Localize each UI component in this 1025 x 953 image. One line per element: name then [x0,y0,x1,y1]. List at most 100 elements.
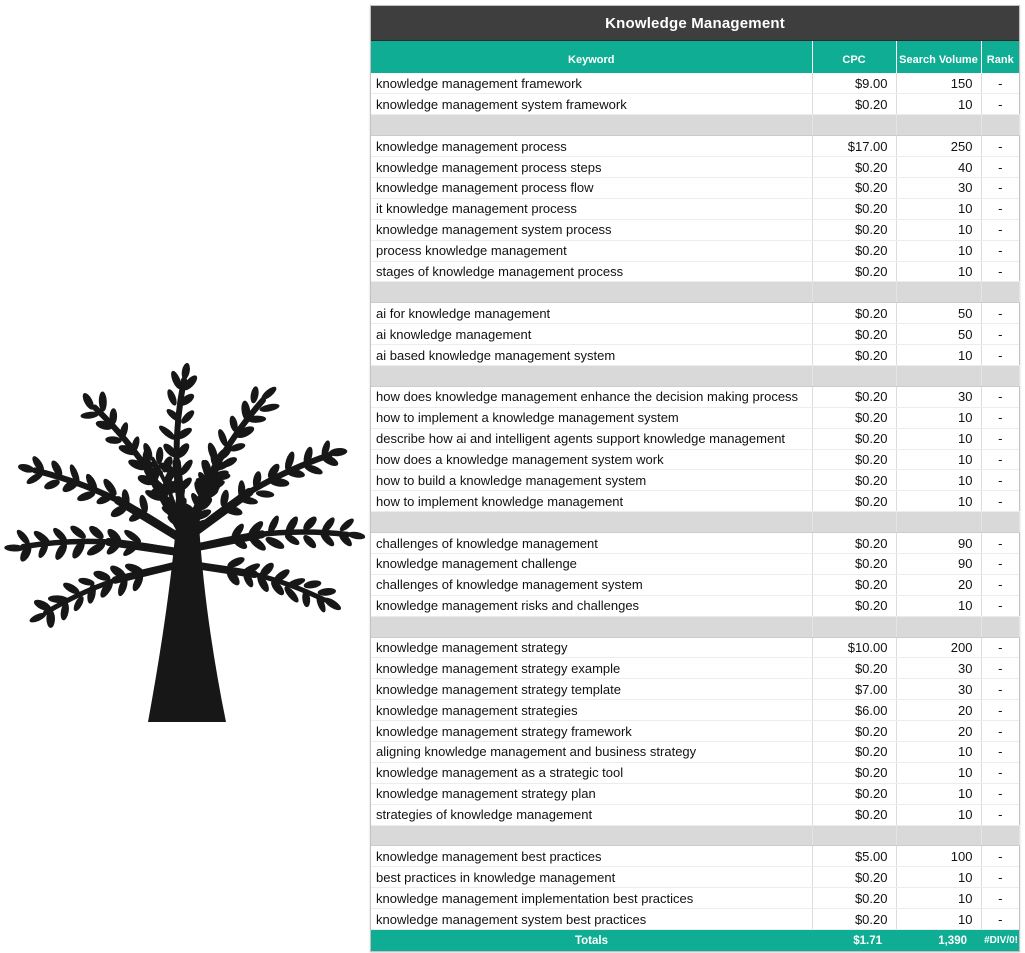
cpc-cell: $0.20 [812,156,897,178]
search-volume-cell: 10 [896,741,982,763]
table-row: how does a knowledge management system w… [371,449,1019,471]
keyword-cell: knowledge management process flow [371,177,813,199]
rank-cell: - [981,219,1019,241]
search-volume-cell: 20 [896,574,982,596]
keyword-cell: knowledge management strategy framework [371,720,813,742]
keyword-cell: ai for knowledge management [371,302,813,325]
search-volume-cell: 10 [896,344,982,366]
table-row: knowledge management strategy template $7… [371,678,1019,701]
rank-cell: - [981,574,1019,596]
rank-cell: - [981,699,1019,722]
cpc-cell: $0.20 [812,783,897,805]
spacer-cell [371,114,813,137]
search-volume-cell: 250 [896,135,982,158]
rank-cell: - [981,302,1019,325]
cpc-cell: $7.00 [812,678,897,701]
spacer-cell [812,364,897,387]
table-row: how to implement knowledge management $0.… [371,490,1019,513]
keyword-cell: describe how ai and intelligent agents s… [371,428,813,450]
search-volume-cell: 30 [896,386,982,408]
totals-row: Totals $1.71 1,390 #DIV/0! [371,929,1019,952]
table-row: how to build a knowledge management syst… [371,469,1019,492]
spacer-cell [371,281,813,304]
table-title: Knowledge Management [605,14,785,32]
search-volume-cell: 50 [896,323,982,346]
cpc-cell: $0.20 [812,240,897,262]
cpc-cell: $10.00 [812,637,897,659]
search-volume-cell: 30 [896,657,982,680]
spacer-cell [981,824,1020,847]
rank-cell: - [981,73,1019,95]
keyword-cell: knowledge management process [371,135,813,158]
spacer-cell [981,615,1020,638]
cpc-cell: $0.20 [812,177,897,199]
keyword-cell: knowledge management strategy plan [371,783,813,805]
spacer-cell [981,281,1020,304]
keyword-table: Keyword CPC Search Volume Rank knowledge… [371,41,1020,952]
rank-cell: - [981,428,1019,450]
column-header-cpc: CPC [812,41,897,73]
spacer-cell [981,364,1020,387]
cpc-cell: $0.20 [812,553,897,575]
totals-rank: #DIV/0! [984,935,1018,947]
keyword-cell: knowledge management framework [371,73,813,95]
search-volume-cell: 10 [896,887,982,910]
rank-cell: - [981,532,1019,554]
spacer-row [371,824,1020,847]
table-row: how to implement a knowledge management … [371,407,1019,429]
table-row: challenges of knowledge management syste… [371,574,1019,596]
keyword-cell: knowledge management strategies [371,699,813,722]
cpc-cell: $0.20 [812,741,897,763]
spacer-row [371,114,1020,137]
table-row: ai for knowledge management $0.20 50- [371,302,1019,325]
spacer-cell [981,511,1020,534]
keyword-cell: how to implement a knowledge management … [371,407,813,429]
search-volume-cell: 200 [896,637,982,659]
spacer-row [371,281,1020,304]
search-volume-cell: 50 [896,302,982,325]
spacer-cell [896,281,982,304]
cpc-cell: $0.20 [812,219,897,241]
spacer-cell [896,615,982,638]
spacer-cell [371,824,813,847]
totals-label: Totals [574,934,608,947]
table-row: how does knowledge management enhance th… [371,386,1019,408]
cpc-cell: $0.20 [812,386,897,408]
cpc-cell: $0.20 [812,804,897,826]
rank-cell: - [981,323,1019,346]
rank-cell: - [981,866,1019,889]
search-volume-cell: 90 [896,553,982,575]
table-row: knowledge management process flow $0.20 30… [371,177,1019,199]
keyword-cell: knowledge management system process [371,219,813,241]
keyword-cell: knowledge management implementation best… [371,887,813,910]
spacer-cell [896,364,982,387]
cpc-cell: $0.20 [812,908,897,931]
table-row: aligning knowledge management and busine… [371,741,1019,763]
spacer-cell [896,511,982,534]
search-volume-cell: 10 [896,407,982,429]
column-header-row: Keyword CPC Search Volume Rank [371,41,1019,73]
search-volume-cell: 10 [896,261,982,283]
rank-cell: - [981,240,1019,262]
spacer-cell [812,615,897,638]
keyword-cell: knowledge management challenge [371,553,813,575]
rank-cell: - [981,469,1019,492]
totals-cpc: $1.71 [853,934,882,947]
cpc-cell: $6.00 [812,699,897,722]
rank-cell: - [981,177,1019,199]
keyword-cell: knowledge management system best practic… [371,908,813,931]
table-row: knowledge management framework $9.00 150- [371,73,1019,95]
table-row: strategies of knowledge management $0.20 1… [371,804,1019,826]
rank-cell: - [981,804,1019,826]
rank-cell: - [981,261,1019,283]
cpc-cell: $17.00 [812,135,897,158]
keyword-cell: how does a knowledge management system w… [371,449,813,471]
search-volume-cell: 20 [896,720,982,742]
keyword-cell: knowledge management as a strategic tool [371,762,813,784]
search-volume-cell: 10 [896,240,982,262]
search-volume-cell: 10 [896,804,982,826]
cpc-cell: $0.20 [812,595,897,617]
cpc-cell: $0.20 [812,428,897,450]
search-volume-cell: 10 [896,595,982,617]
spacer-cell [812,114,897,137]
